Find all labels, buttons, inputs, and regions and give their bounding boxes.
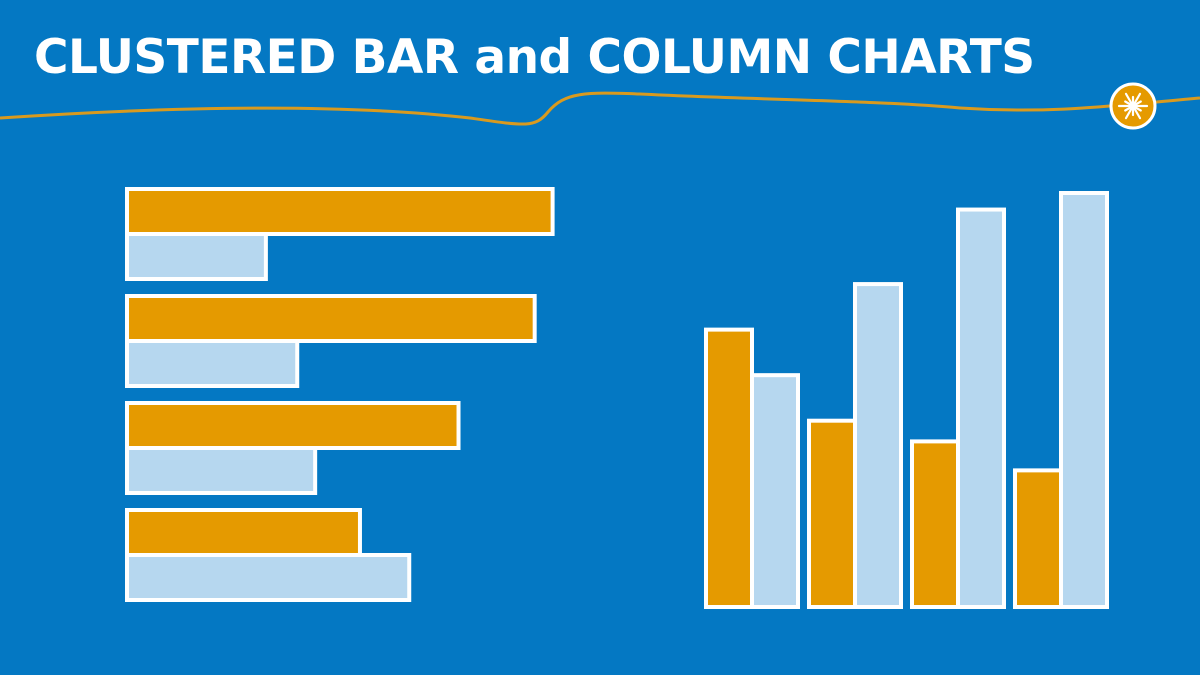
bar-series2-group3 [125, 446, 318, 495]
column-series2-group3 [956, 207, 1006, 609]
column-series1-group2 [807, 418, 857, 610]
page-title: CLUSTERED BAR and COLUMN CHARTS [34, 30, 1035, 85]
bar-series1-group1 [125, 187, 555, 236]
bar-series2-group2 [125, 339, 300, 388]
column-series2-group4 [1059, 191, 1109, 609]
bar-series2-group4 [125, 553, 412, 602]
column-series2-group2 [853, 282, 903, 609]
bar-series2-group1 [125, 232, 268, 281]
starburst-icon [1109, 82, 1157, 130]
wavy-accent-line [0, 91, 1200, 126]
column-series2-group1 [750, 373, 800, 609]
column-series1-group1 [704, 327, 754, 609]
column-series1-group3 [910, 439, 960, 609]
bar-series1-group2 [125, 294, 537, 343]
column-series1-group4 [1013, 468, 1063, 609]
